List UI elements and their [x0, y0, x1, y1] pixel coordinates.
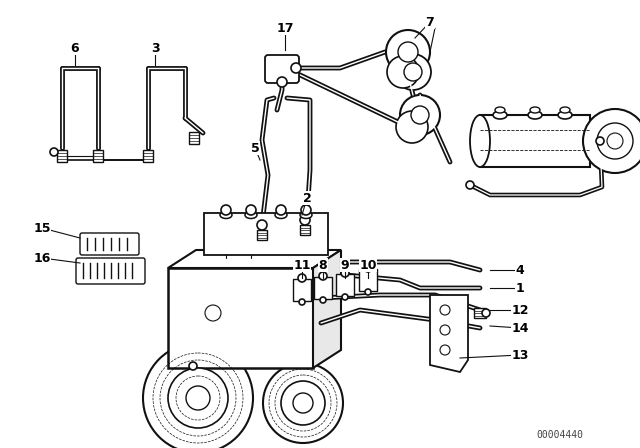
Circle shape	[365, 289, 371, 295]
FancyBboxPatch shape	[474, 308, 486, 318]
Circle shape	[396, 111, 428, 143]
Circle shape	[411, 106, 429, 124]
Circle shape	[583, 109, 640, 173]
Circle shape	[364, 264, 372, 272]
Text: 7: 7	[426, 16, 435, 29]
Circle shape	[387, 56, 419, 88]
Circle shape	[341, 269, 349, 277]
Circle shape	[291, 63, 301, 73]
FancyBboxPatch shape	[293, 279, 311, 301]
Text: 2: 2	[303, 191, 312, 204]
Text: 11: 11	[293, 258, 311, 271]
Circle shape	[607, 133, 623, 149]
Ellipse shape	[493, 111, 507, 119]
FancyBboxPatch shape	[57, 150, 67, 162]
Circle shape	[597, 123, 633, 159]
Circle shape	[440, 325, 450, 335]
Circle shape	[298, 274, 306, 282]
Polygon shape	[430, 295, 468, 372]
Text: 10: 10	[359, 258, 377, 271]
FancyBboxPatch shape	[76, 258, 145, 284]
Text: 14: 14	[511, 322, 529, 335]
Polygon shape	[168, 268, 313, 368]
Circle shape	[143, 343, 253, 448]
Text: 6: 6	[70, 42, 79, 55]
Polygon shape	[313, 250, 341, 368]
Circle shape	[257, 220, 267, 230]
Ellipse shape	[470, 115, 490, 167]
FancyBboxPatch shape	[359, 269, 377, 291]
Circle shape	[168, 368, 228, 428]
Text: 8: 8	[319, 258, 327, 271]
Text: 5: 5	[251, 142, 259, 155]
FancyBboxPatch shape	[265, 55, 299, 83]
Text: 1: 1	[516, 281, 524, 294]
FancyBboxPatch shape	[143, 150, 153, 162]
Ellipse shape	[530, 107, 540, 113]
Polygon shape	[168, 250, 341, 268]
Text: 13: 13	[511, 349, 529, 362]
Circle shape	[400, 95, 440, 135]
Circle shape	[395, 54, 431, 90]
Text: 4: 4	[516, 263, 524, 276]
Circle shape	[263, 363, 343, 443]
Ellipse shape	[495, 107, 505, 113]
Text: 00004440: 00004440	[536, 430, 584, 440]
Circle shape	[342, 294, 348, 300]
Ellipse shape	[560, 107, 570, 113]
Circle shape	[50, 148, 58, 156]
Circle shape	[205, 305, 221, 321]
Circle shape	[246, 205, 256, 215]
Text: 17: 17	[276, 22, 294, 34]
FancyBboxPatch shape	[336, 274, 354, 296]
Text: 16: 16	[33, 251, 51, 264]
Circle shape	[301, 205, 311, 215]
Ellipse shape	[275, 211, 287, 219]
Text: 3: 3	[150, 42, 159, 55]
FancyBboxPatch shape	[93, 150, 103, 162]
Circle shape	[277, 77, 287, 87]
FancyBboxPatch shape	[189, 132, 199, 144]
Circle shape	[596, 137, 604, 145]
FancyBboxPatch shape	[314, 277, 332, 299]
FancyBboxPatch shape	[204, 213, 328, 255]
Text: 15: 15	[33, 221, 51, 234]
Circle shape	[189, 362, 197, 370]
Circle shape	[440, 305, 450, 315]
Circle shape	[320, 297, 326, 303]
Text: 12: 12	[511, 303, 529, 316]
Circle shape	[299, 299, 305, 305]
Ellipse shape	[245, 211, 257, 219]
Text: 9: 9	[340, 258, 349, 271]
Circle shape	[186, 386, 210, 410]
Circle shape	[293, 393, 313, 413]
Circle shape	[404, 63, 422, 81]
Circle shape	[482, 309, 490, 317]
Circle shape	[398, 42, 418, 62]
FancyBboxPatch shape	[300, 225, 310, 235]
FancyBboxPatch shape	[80, 233, 139, 255]
Circle shape	[300, 215, 310, 225]
Ellipse shape	[558, 111, 572, 119]
Circle shape	[276, 205, 286, 215]
Ellipse shape	[300, 211, 312, 219]
Circle shape	[319, 272, 327, 280]
Ellipse shape	[528, 111, 542, 119]
Circle shape	[440, 345, 450, 355]
FancyBboxPatch shape	[257, 230, 267, 240]
Circle shape	[221, 205, 231, 215]
Circle shape	[386, 30, 430, 74]
FancyBboxPatch shape	[480, 115, 590, 167]
Circle shape	[466, 181, 474, 189]
Ellipse shape	[220, 211, 232, 219]
Circle shape	[281, 381, 325, 425]
